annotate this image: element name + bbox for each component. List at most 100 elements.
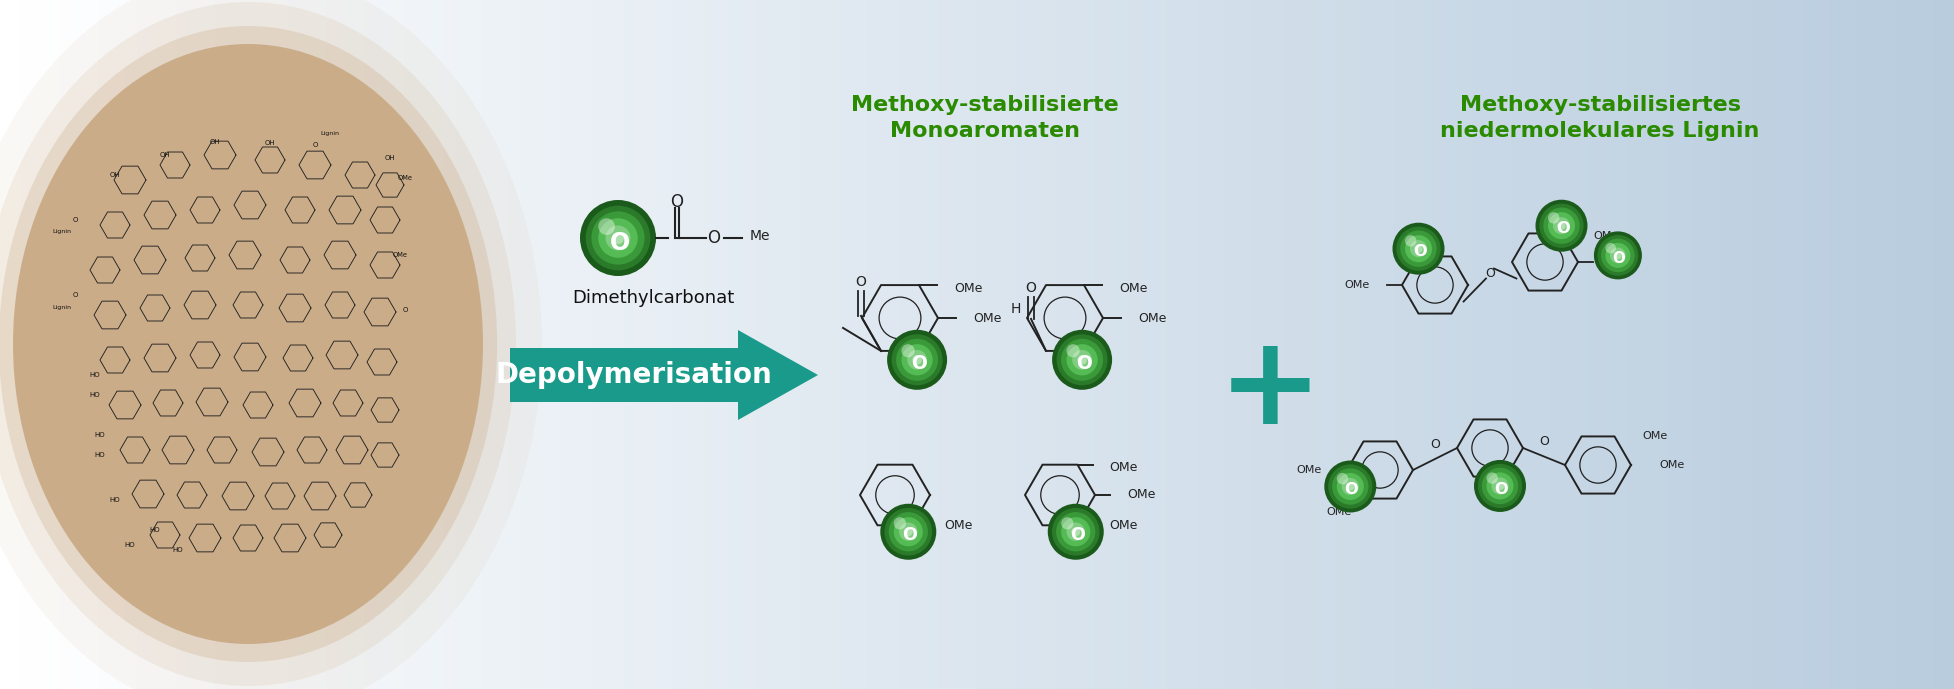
Bar: [924, 0, 932, 689]
Bar: [1837, 0, 1843, 689]
Bar: [514, 0, 522, 689]
Bar: [1661, 0, 1667, 689]
Bar: [84, 0, 92, 689]
Bar: [1225, 0, 1231, 689]
Bar: [404, 0, 410, 689]
Bar: [1354, 0, 1362, 689]
Text: Lignin: Lignin: [53, 229, 72, 234]
Bar: [319, 0, 326, 689]
Circle shape: [1405, 235, 1417, 247]
Circle shape: [1337, 473, 1364, 500]
Bar: [1714, 0, 1720, 689]
Bar: [1413, 0, 1421, 689]
Bar: [248, 0, 254, 689]
Bar: [234, 0, 240, 689]
Bar: [664, 0, 670, 689]
Bar: [684, 0, 690, 689]
Bar: [1329, 0, 1335, 689]
Circle shape: [1487, 473, 1499, 484]
Bar: [1550, 0, 1557, 689]
Bar: [1270, 0, 1276, 689]
Bar: [1479, 0, 1485, 689]
Circle shape: [1606, 243, 1630, 268]
Bar: [1217, 0, 1225, 689]
Circle shape: [1491, 477, 1508, 495]
Circle shape: [885, 508, 932, 555]
Circle shape: [1548, 212, 1559, 224]
Bar: [860, 0, 866, 689]
Text: O: O: [1413, 245, 1426, 259]
Bar: [352, 0, 358, 689]
Bar: [1153, 0, 1159, 689]
Circle shape: [1415, 245, 1423, 253]
Bar: [1569, 0, 1577, 689]
Text: HO: HO: [90, 372, 100, 378]
Circle shape: [1536, 200, 1587, 251]
Bar: [678, 0, 684, 689]
Bar: [150, 0, 156, 689]
Bar: [469, 0, 475, 689]
Bar: [997, 0, 1002, 689]
Bar: [1296, 0, 1303, 689]
Circle shape: [1077, 355, 1086, 364]
Bar: [1251, 0, 1256, 689]
Bar: [1022, 0, 1030, 689]
Text: OH: OH: [385, 155, 395, 161]
Circle shape: [1557, 222, 1565, 230]
Circle shape: [1411, 240, 1426, 257]
Text: O: O: [856, 275, 866, 289]
Bar: [1862, 0, 1870, 689]
Bar: [240, 0, 248, 689]
Bar: [592, 0, 600, 689]
Bar: [1491, 0, 1499, 689]
Bar: [561, 0, 567, 689]
Bar: [756, 0, 762, 689]
Circle shape: [1487, 473, 1514, 500]
Text: O: O: [911, 354, 926, 373]
Text: HO: HO: [109, 497, 121, 503]
Bar: [1563, 0, 1569, 689]
Circle shape: [1477, 464, 1522, 508]
Bar: [209, 0, 215, 689]
Bar: [0, 0, 6, 689]
Bar: [1596, 0, 1602, 689]
Bar: [1211, 0, 1217, 689]
Bar: [983, 0, 991, 689]
Circle shape: [893, 517, 907, 530]
Text: Lignin: Lignin: [53, 305, 72, 309]
Bar: [944, 0, 952, 689]
Circle shape: [592, 212, 645, 265]
Bar: [1387, 0, 1393, 689]
Text: Depolymerisation: Depolymerisation: [496, 361, 772, 389]
Bar: [1303, 0, 1309, 689]
Text: OMe: OMe: [1137, 311, 1167, 325]
Circle shape: [598, 218, 637, 258]
Bar: [957, 0, 963, 689]
Circle shape: [1397, 227, 1440, 271]
Bar: [787, 0, 795, 689]
Bar: [1041, 0, 1049, 689]
Bar: [1764, 0, 1772, 689]
Bar: [1276, 0, 1284, 689]
Bar: [1843, 0, 1850, 689]
Bar: [1452, 0, 1460, 689]
Text: O: O: [1612, 251, 1626, 266]
Bar: [768, 0, 776, 689]
Bar: [1583, 0, 1589, 689]
Bar: [1940, 0, 1948, 689]
Bar: [1915, 0, 1921, 689]
Circle shape: [1401, 231, 1436, 267]
Bar: [20, 0, 25, 689]
Circle shape: [1544, 207, 1579, 244]
Bar: [1030, 0, 1036, 689]
Bar: [1557, 0, 1563, 689]
Bar: [651, 0, 658, 689]
Bar: [1733, 0, 1739, 689]
Bar: [938, 0, 944, 689]
Bar: [971, 0, 977, 689]
Bar: [92, 0, 98, 689]
Circle shape: [586, 206, 651, 270]
Circle shape: [1393, 223, 1444, 275]
Bar: [1256, 0, 1264, 689]
Bar: [1120, 0, 1127, 689]
